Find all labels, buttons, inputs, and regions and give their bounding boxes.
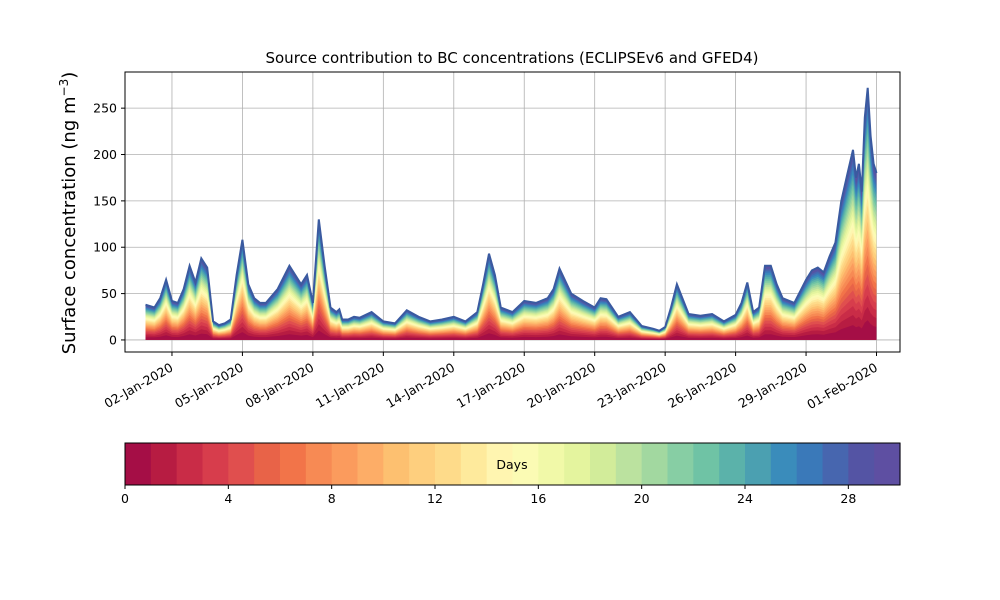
colorbar-swatch-day-14 xyxy=(486,443,514,485)
colorbar-swatch-day-2 xyxy=(176,443,204,485)
colorbar-swatch-day-0 xyxy=(125,443,152,485)
chart-title: Source contribution to BC concentrations… xyxy=(265,49,758,67)
plot-area xyxy=(125,72,900,352)
y-tick-label: 100 xyxy=(93,240,117,255)
colorbar-swatch-day-27 xyxy=(822,443,849,485)
y-axis-label: Surface concentration (ng m−3) xyxy=(57,72,80,355)
area-layer-day-0 xyxy=(145,320,877,340)
y-axis-label-superscript: −3 xyxy=(57,79,71,97)
colorbar-swatch-day-20 xyxy=(641,443,669,485)
colorbar xyxy=(125,443,901,485)
colorbar-frame xyxy=(124,442,901,486)
colorbar-swatch-day-21 xyxy=(667,443,694,485)
y-tick-label: 250 xyxy=(93,101,117,116)
colorbar-swatch-day-3 xyxy=(202,443,229,485)
colorbar-swatch-day-22 xyxy=(693,443,720,485)
colorbar-swatch-day-8 xyxy=(331,443,359,485)
colorbar-swatch-day-17 xyxy=(564,443,591,485)
colorbar-swatch-day-7 xyxy=(305,443,333,485)
colorbar-swatch-day-18 xyxy=(590,443,617,485)
colorbar-swatch-day-23 xyxy=(719,443,746,485)
colorbar-swatch-day-24 xyxy=(745,443,772,485)
colorbar-swatch-day-4 xyxy=(228,443,255,485)
colorbar-swatch-day-13 xyxy=(460,443,488,485)
colorbar-swatch-day-6 xyxy=(280,443,307,485)
y-tick-label: 50 xyxy=(101,286,117,301)
colorbar-swatch-day-9 xyxy=(357,443,384,485)
colorbar-tick-label: 12 xyxy=(427,491,443,506)
colorbar-tick-label: 8 xyxy=(328,491,336,506)
y-tick-label: 0 xyxy=(109,332,117,347)
colorbar-swatch-day-15 xyxy=(512,443,539,485)
colorbar-tick-label: 28 xyxy=(840,491,856,506)
colorbar-swatch-day-19 xyxy=(615,443,643,485)
colorbar-label: Days xyxy=(496,457,527,472)
colorbar-tick-label: 20 xyxy=(634,491,650,506)
colorbar-swatch-day-11 xyxy=(409,443,436,485)
colorbar-swatch-day-1 xyxy=(150,443,178,485)
colorbar-tick-label: 16 xyxy=(530,491,546,506)
colorbar-tick-label: 24 xyxy=(737,491,753,506)
colorbar-tick-label: 4 xyxy=(224,491,232,506)
colorbar-swatch-day-25 xyxy=(770,443,798,485)
plot-frame xyxy=(124,71,901,353)
colorbar-swatch-day-29 xyxy=(874,443,901,485)
y-axis-ticks: 0 50 100 150 200 250 xyxy=(93,101,125,347)
colorbar-swatch-day-16 xyxy=(538,443,565,485)
colorbar-swatch-day-28 xyxy=(848,443,875,485)
y-axis-label-suffix: ) xyxy=(59,72,80,79)
colorbar-swatch-day-12 xyxy=(435,443,462,485)
y-axis-label-main: Surface concentration (ng m xyxy=(59,96,80,354)
colorbar-swatch-day-5 xyxy=(254,443,281,485)
stacked-area-layers xyxy=(145,87,877,340)
grid-lines xyxy=(125,72,900,352)
total-concentration-line xyxy=(145,87,878,332)
colorbar-swatch-day-26 xyxy=(796,443,824,485)
y-tick-label: 200 xyxy=(93,147,117,162)
colorbar-ticks: 0 4 8 12 16 20 24 28 xyxy=(121,485,856,506)
colorbar-tick-label: 0 xyxy=(121,491,129,506)
y-tick-label: 150 xyxy=(93,193,117,208)
colorbar-swatch-day-10 xyxy=(383,443,410,485)
